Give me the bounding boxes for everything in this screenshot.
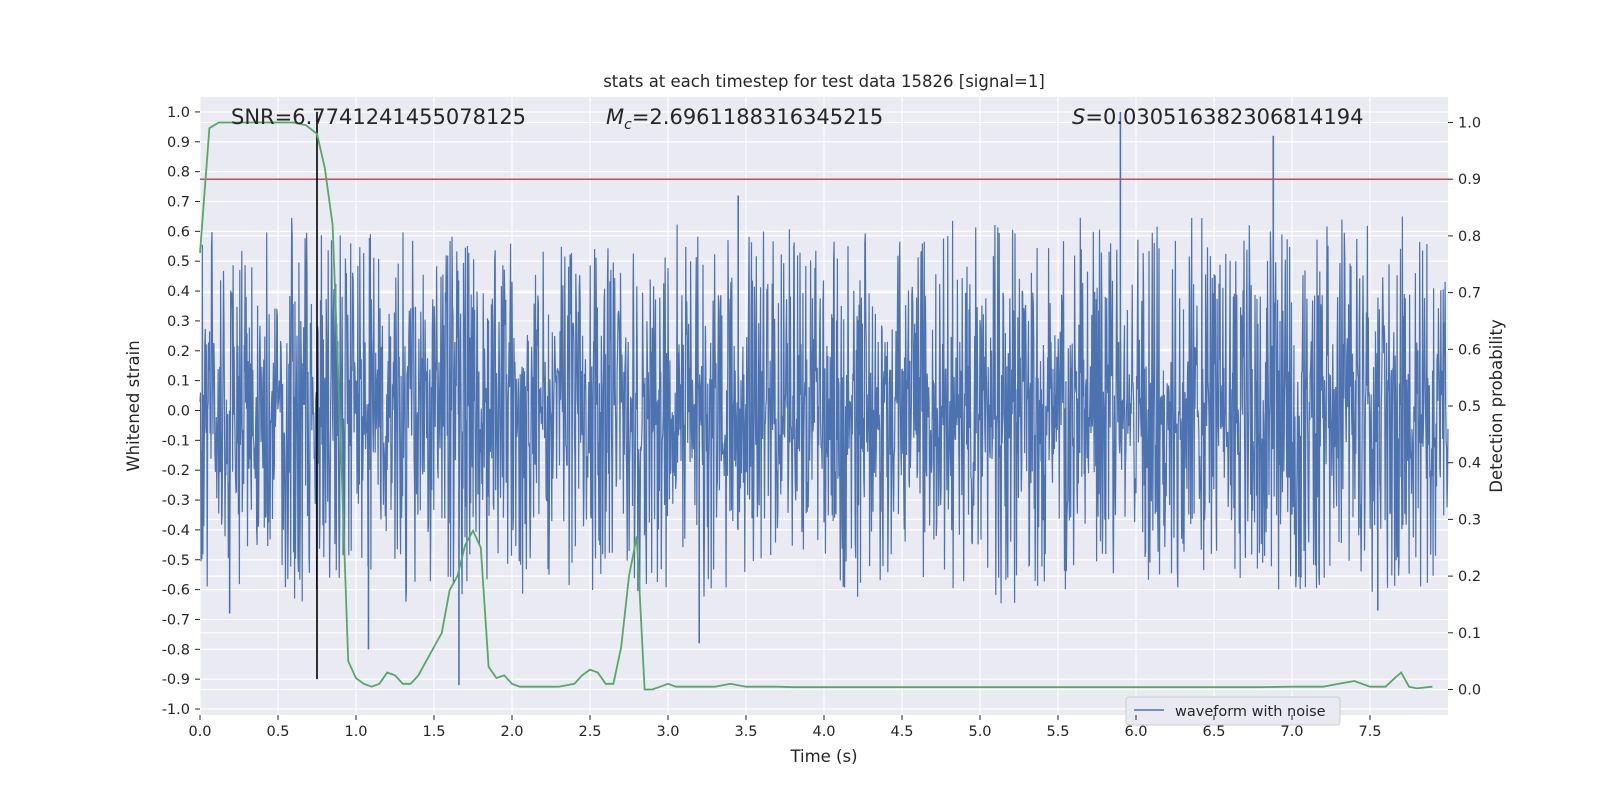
y2-tick-label: 0.2 [1458,569,1481,585]
x-tick-label: 6.5 [1202,724,1225,740]
chart-title: stats at each timestep for test data 158… [603,72,1045,91]
y-tick-label: 0.3 [167,314,190,330]
y-tick-label: -0.6 [162,583,190,599]
y-tick-label: -0.8 [162,642,190,658]
x-tick-label: 4.0 [812,724,835,740]
x-tick-label: 2.0 [500,724,523,740]
s-symbol: S [1072,105,1085,129]
x-tick-label: 4.5 [890,724,913,740]
y2-tick-label: 1.0 [1458,116,1481,132]
detection-probability-line [199,121,1433,691]
x-tick-label: 3.5 [734,724,757,740]
y2-tick-label: 0.6 [1458,342,1481,358]
y-tick-label: -0.9 [162,672,190,688]
plot-area [199,97,1449,715]
y-tick-label: -0.3 [162,493,190,509]
y-tick-label: 0.6 [167,224,190,240]
x-tick-label: 5.0 [968,724,991,740]
y2-tick-label: 0.7 [1458,286,1481,302]
legend-label: waveform with noise [1175,704,1326,720]
y-tick-label: 0.1 [167,374,190,390]
x-tick-label: 7.0 [1280,724,1303,740]
chirp-mass-annotation: Mc=2.6961188316345215 [606,105,883,133]
legend-box [1125,696,1341,726]
y2-tick-label: 0.3 [1458,512,1481,528]
y-tick-label: -0.4 [162,523,190,539]
x-tick-label: 5.5 [1046,724,1069,740]
y-tick-label: 0.2 [167,344,190,360]
snr-annotation: SNR=6.7741241455078125 [231,105,526,129]
chirp-mass-value: =2.6961188316345215 [632,105,883,129]
y2-tick-label: 0.0 [1458,682,1481,698]
y-tick-label: -0.7 [162,612,190,628]
s-annotation: S=0.030516382306814194 [1072,105,1363,129]
x-tick-label: 0.0 [188,724,211,740]
y-tick-label: 0.8 [167,165,190,181]
y-tick-label: 0.0 [167,403,190,419]
y-tick-label: 0.4 [167,284,190,300]
x-tick-label: 2.5 [578,724,601,740]
x-tick-label: 3.0 [656,724,679,740]
y2-tick-label: 0.5 [1458,399,1481,415]
y2-tick-label: 0.9 [1458,172,1481,188]
x-axis-label: Time (s) [789,747,857,766]
y-tick-label: 0.5 [167,254,190,270]
chirp-mass-symbol: M [606,105,624,129]
x-tick-label: 1.5 [422,724,445,740]
y2-tick-label: 0.8 [1458,229,1481,245]
y-tick-label: -0.5 [162,553,190,569]
y2-tick-label: 0.1 [1458,626,1481,642]
waveform-line [199,216,1449,604]
chirp-mass-subscript: c [624,117,632,133]
x-tick-label: 1.0 [344,724,367,740]
y-tick-label: -0.1 [162,433,190,449]
y-axis-label: Whitened strain [124,340,143,471]
x-tick-label: 7.5 [1358,724,1381,740]
y-tick-label: 1.0 [167,105,190,121]
x-tick-label: 0.5 [266,724,289,740]
y2-axis-label: Detection probability [1487,319,1506,493]
y-tick-label: -1.0 [162,702,190,718]
y-tick-label: -0.2 [162,463,190,479]
y-tick-label: 0.9 [167,135,190,151]
x-tick-label: 6.0 [1124,724,1147,740]
legend: waveform with noise [1125,696,1341,726]
y-tick-label: 0.7 [167,194,190,210]
s-value: =0.030516382306814194 [1085,105,1363,129]
y2-tick-label: 0.4 [1458,456,1481,472]
